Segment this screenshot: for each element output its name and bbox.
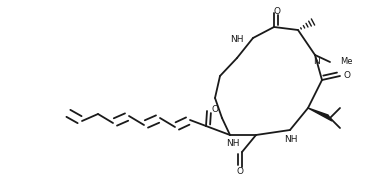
Text: NH: NH — [284, 135, 298, 145]
Text: N: N — [313, 58, 319, 66]
Text: NH: NH — [230, 36, 244, 44]
Text: NH: NH — [226, 139, 240, 149]
Text: Me: Me — [340, 56, 353, 66]
Text: O: O — [273, 7, 280, 17]
Polygon shape — [308, 108, 332, 121]
Text: O: O — [211, 105, 219, 113]
Text: O: O — [343, 70, 350, 79]
Text: O: O — [237, 168, 243, 177]
